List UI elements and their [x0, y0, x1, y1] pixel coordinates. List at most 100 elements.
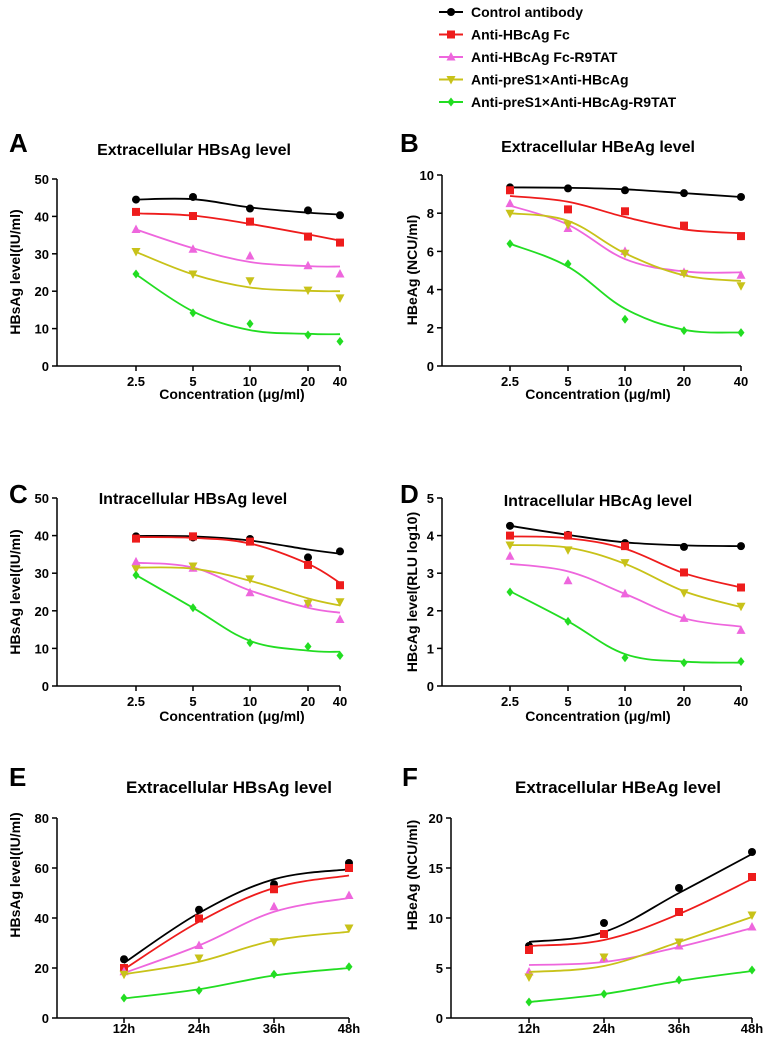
x-tick-label: 40 — [734, 374, 748, 389]
series-1 — [506, 183, 745, 201]
x-tick-label: 24h — [593, 1021, 615, 1036]
data-point — [195, 905, 203, 914]
data-point — [675, 908, 683, 916]
x-tick-label: 10 — [243, 374, 257, 389]
x-tick-label: 12h — [113, 1021, 135, 1036]
y-tick-label: 60 — [35, 861, 49, 876]
series-fit-line — [528, 878, 753, 947]
chart-title: Extracellular HBsAg level — [97, 142, 291, 159]
panel-e: E Extracellular HBsAg level 0 20 40 60 80 12h 24… — [7, 762, 360, 1036]
data-point — [245, 251, 255, 260]
series-5 — [132, 570, 344, 661]
x-tick-label: 20 — [677, 694, 691, 709]
data-point — [737, 328, 745, 338]
data-point — [303, 286, 313, 296]
data-point — [194, 940, 204, 949]
data-point — [269, 938, 279, 947]
data-point — [737, 657, 745, 667]
x-axis-label: Concentration (μg/ml) — [525, 386, 670, 402]
series-fit-line — [135, 251, 341, 293]
legend-label: Anti-preS1×Anti-HBcAg-R9TAT — [471, 94, 677, 110]
series-fit-line — [509, 242, 742, 334]
data-point — [506, 531, 514, 540]
data-point — [563, 546, 573, 555]
data-point — [303, 260, 313, 270]
series-fit-line — [509, 195, 742, 235]
data-point — [336, 581, 344, 590]
data-point — [132, 534, 140, 543]
y-tick-label: 2 — [427, 321, 434, 336]
data-point — [737, 232, 745, 241]
data-point — [132, 207, 140, 216]
data-point — [132, 195, 140, 204]
data-point — [304, 206, 312, 215]
data-point — [600, 930, 608, 938]
y-tick-label: 50 — [35, 491, 49, 506]
data-point — [679, 269, 689, 279]
data-point — [737, 542, 745, 551]
y-tick-label: 40 — [35, 529, 49, 544]
series-4 — [505, 209, 746, 291]
x-tick-label: 5 — [189, 694, 196, 709]
x-tick-label: 40 — [333, 694, 347, 709]
y-tick-label: 0 — [427, 359, 434, 374]
data-point — [525, 997, 533, 1007]
y-axis-label: HBsAg level(IU/ml) — [7, 529, 23, 654]
data-point — [564, 259, 572, 269]
x-tick-label: 5 — [564, 374, 571, 389]
series-fit-line — [123, 897, 350, 974]
panel-c: C Intracellular HBsAg level 0 10 20 30 40 50 2.5… — [7, 479, 347, 724]
legend-item: Control antibody — [439, 4, 583, 20]
panel-letter: B — [400, 128, 419, 158]
data-point — [505, 541, 515, 550]
data-point — [344, 924, 354, 933]
x-tick-label: 40 — [734, 694, 748, 709]
data-point — [748, 965, 756, 975]
data-point — [304, 553, 312, 562]
data-point — [335, 598, 345, 607]
series-4 — [131, 248, 345, 303]
chart-title: Extracellular HBeAg level — [501, 139, 695, 156]
legend-item: Anti-HBcAg Fc-R9TAT — [439, 49, 618, 65]
data-point — [336, 547, 344, 556]
data-point — [345, 962, 353, 972]
y-tick-label: 0 — [427, 679, 434, 694]
data-point — [270, 969, 278, 979]
data-point — [506, 521, 514, 530]
data-point — [564, 184, 572, 193]
y-tick-label: 4 — [427, 529, 435, 544]
data-point — [188, 244, 198, 253]
data-point — [620, 588, 630, 598]
x-tick-label: 2.5 — [127, 694, 145, 709]
panel-letter: C — [9, 479, 28, 509]
series-4 — [505, 541, 746, 612]
data-point — [680, 568, 688, 577]
y-axis-label: HBsAg level(IU/ml) — [7, 209, 23, 334]
series-fit-line — [135, 228, 341, 268]
series-fit-line — [509, 590, 742, 664]
series-5 — [525, 965, 756, 1007]
series-fit-line — [135, 273, 341, 336]
y-tick-label: 5 — [427, 491, 434, 506]
data-point — [120, 993, 128, 1003]
chart-title: Extracellular HBsAg level — [126, 778, 332, 797]
data-point — [195, 914, 203, 923]
y-axis-label: HBcAg level(RLU log10) — [404, 512, 420, 672]
data-point — [736, 625, 746, 634]
series-fit-line — [123, 868, 350, 964]
data-point — [621, 542, 629, 551]
y-tick-label: 20 — [429, 811, 443, 826]
series-5 — [506, 587, 745, 668]
series-1 — [120, 859, 353, 964]
data-point — [680, 189, 688, 198]
data-point — [189, 532, 197, 541]
data-point — [336, 238, 344, 247]
data-point — [747, 922, 757, 931]
series-fit-line — [123, 874, 350, 971]
x-tick-label: 40 — [333, 374, 347, 389]
legend-label: Anti-HBcAg Fc-R9TAT — [471, 49, 618, 65]
data-point — [600, 919, 608, 927]
data-point — [131, 224, 141, 233]
legend: Control antibody Anti-HBcAg Fc Anti-HBcAg … — [439, 4, 677, 110]
